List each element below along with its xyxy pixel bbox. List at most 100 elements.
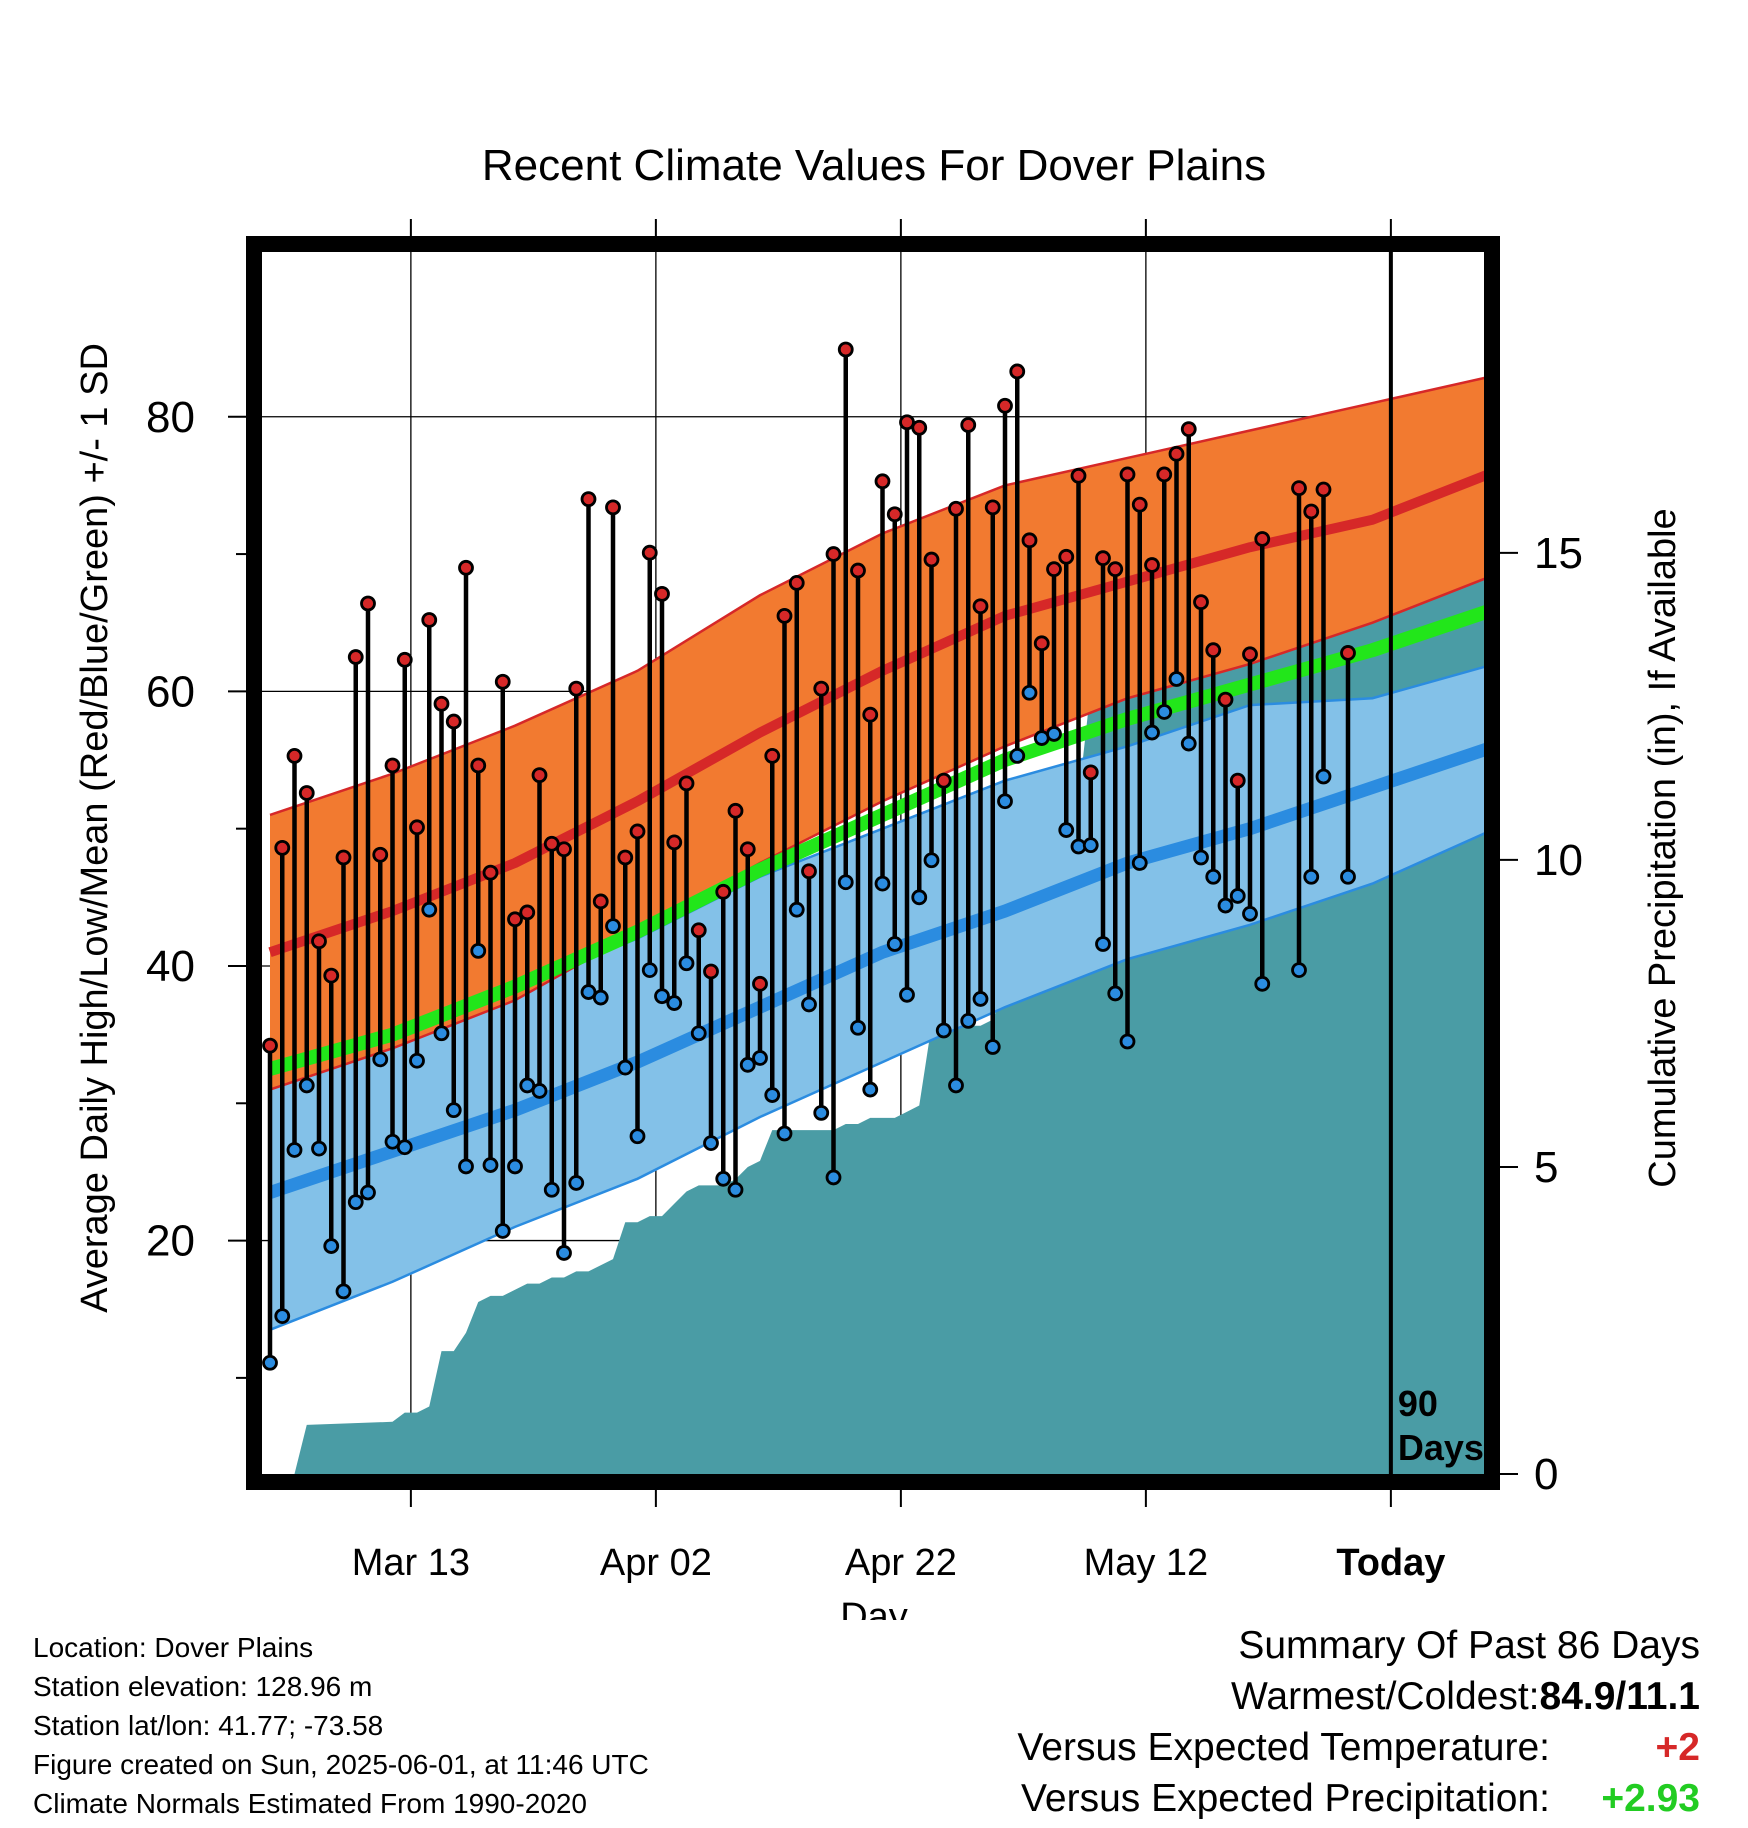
daily-low-point [1242, 905, 1258, 922]
x-axis-label: Day [840, 1596, 908, 1620]
daily-high-point [384, 757, 401, 774]
daily-low-point [1193, 849, 1209, 866]
daily-low-point [531, 1083, 548, 1099]
daily-low-point [311, 1140, 327, 1157]
daily-low-point [409, 1052, 425, 1069]
chart-title: Recent Climate Values For Dover Plains [482, 141, 1266, 190]
daily-low-point [776, 1125, 793, 1142]
daily-high-point [874, 473, 891, 490]
daily-low-point [494, 1223, 511, 1239]
daily-low-point [752, 1050, 768, 1066]
daily-low-point [654, 988, 670, 1005]
daily-high-point [862, 706, 879, 723]
daily-low-point [923, 852, 940, 869]
low-normal-band-lower-edge [269, 832, 1484, 1331]
daily-high-point [458, 559, 474, 576]
daily-high-point [764, 748, 781, 764]
daily-low-point [1354, 0, 1367, 7]
daily-high-point [629, 823, 646, 840]
daily-high-point [1217, 691, 1234, 708]
daily-low-point [911, 889, 928, 906]
daily-high-point [274, 839, 291, 856]
daily-low-point [984, 1039, 1001, 1055]
daily-high-point [899, 414, 915, 431]
daily-low-point [886, 936, 903, 952]
summary-title: Summary Of Past 86 Days [1238, 1624, 1700, 1667]
daily-low-point [666, 995, 683, 1011]
daily-low-point [1095, 936, 1111, 952]
daily-high-point [1354, 0, 1367, 7]
daily-low-point [347, 1194, 364, 1211]
daily-low-point [1229, 888, 1246, 904]
daily-low-point [543, 1181, 560, 1198]
daily-high-point [813, 680, 830, 697]
plot-area [262, 0, 1484, 1474]
plot-frame [246, 236, 1500, 1490]
daily-low-point [396, 1139, 413, 1156]
elevation-line: Station elevation: 128.96 m [33, 1667, 649, 1706]
precip-value: +2.93 [1601, 1777, 1700, 1820]
daily-high-point [605, 499, 621, 516]
daily-low-point [1058, 822, 1075, 838]
daily-high-point [482, 864, 499, 881]
daily-low-point [335, 1283, 352, 1300]
daily-low-point [1082, 837, 1099, 854]
daily-low-point [703, 1135, 719, 1151]
daily-low-point [678, 955, 695, 972]
daily-low-point [1131, 855, 1148, 871]
daily-high-point [1082, 764, 1099, 781]
y-tick-label: 40 [146, 942, 195, 991]
daily-low-point [788, 901, 805, 918]
daily-low-point [482, 1157, 499, 1173]
daily-low-point [739, 1056, 756, 1073]
summary-warmest-row: Warmest/Coldest:84.9/11.1 [1017, 1671, 1700, 1722]
daily-high-point [997, 397, 1013, 414]
daily-high-point [1303, 503, 1320, 520]
y-axis-label: Average Daily High/Low/Mean (Red/Blue/Gr… [74, 343, 116, 1313]
daily-low-point [899, 986, 915, 1003]
daily-low-point [837, 874, 854, 891]
daily-high-point [752, 975, 768, 992]
daily-low-point [1168, 671, 1185, 687]
daily-high-point [1315, 481, 1332, 498]
daily-low-point [641, 962, 658, 978]
daily-high-point [739, 841, 756, 858]
warmest-label: Warmest/Coldest: [1231, 1675, 1540, 1718]
daily-high-point [1156, 466, 1173, 483]
daily-high-point [1291, 480, 1307, 497]
location-line: Location: Dover Plains [33, 1628, 649, 1667]
daily-low-point [1205, 868, 1222, 885]
daily-high-point [641, 544, 658, 561]
daily-high-point [470, 757, 487, 774]
latlon-line: Station lat/lon: 41.77; -73.58 [33, 1706, 649, 1745]
daily-low-point [605, 918, 621, 935]
daily-low-point [298, 1077, 315, 1094]
daily-high-point [1229, 772, 1246, 789]
location-label: Location: [33, 1632, 147, 1663]
x-tick-label: Apr 22 [845, 1542, 957, 1584]
daily-high-point [580, 491, 597, 508]
daily-low-point [286, 1142, 303, 1158]
normals-note: Climate Normals Estimated From 1990-2020 [33, 1788, 587, 1819]
daily-high-point [298, 785, 315, 801]
daily-high-point [1340, 645, 1356, 661]
daily-low-point [617, 1059, 634, 1076]
x-tick-label: Mar 13 [352, 1542, 470, 1584]
daily-low-point [960, 1012, 977, 1029]
daily-high-point [776, 607, 793, 624]
daily-high-point [421, 612, 438, 628]
daily-high-point [654, 585, 670, 602]
daily-low-point [1021, 684, 1038, 701]
daily-low-point [801, 996, 817, 1013]
daily-high-point [715, 883, 732, 900]
x-tick-label: Apr 02 [600, 1542, 712, 1584]
warmest-value: 84.9/11.1 [1539, 1675, 1701, 1718]
created-line: Figure created on Sun, 2025-06-01, at 11… [33, 1749, 649, 1780]
daily-high-point [825, 546, 842, 562]
daily-low-point [813, 1104, 830, 1121]
daily-low-point [1303, 868, 1320, 885]
daily-low-point [274, 1308, 291, 1325]
daily-high-point [556, 841, 572, 858]
daily-low-point [948, 1077, 964, 1094]
daily-low-point [1340, 868, 1356, 885]
